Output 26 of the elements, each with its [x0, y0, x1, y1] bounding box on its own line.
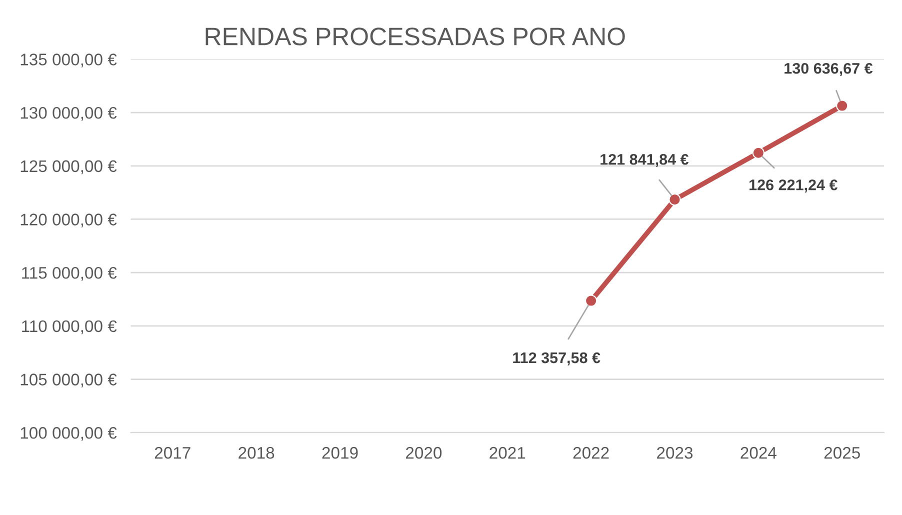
y-tick-label: 115 000,00 € — [22, 266, 117, 281]
x-tick-label: 2022 — [573, 446, 609, 459]
data-label: 126 221,24 € — [750, 179, 838, 193]
point — [584, 294, 598, 307]
y-tick-label: 120 000,00 € — [20, 214, 117, 228]
y-tick-label: 105 000,00 € — [20, 374, 117, 388]
chart-title: RENDAS PROCESSADAS POR ANO — [206, 28, 625, 46]
point — [668, 194, 681, 206]
x-tick-label: 2025 — [824, 446, 860, 459]
data-label: 112 357,58 € — [513, 352, 600, 366]
point — [752, 146, 765, 159]
data-label: 121 841,84 € — [600, 154, 689, 168]
x-tick-label: 2018 — [238, 446, 274, 459]
x-tick-label: 2023 — [657, 446, 693, 459]
y-tick-label: 130 000,00 € — [20, 106, 117, 121]
y-tick-label: 125 000,00 € — [20, 160, 117, 174]
data-label: 130 636,67 € — [784, 62, 873, 76]
x-tick-label: 2017 — [154, 446, 190, 459]
y-tick-label: 100 000,00 € — [20, 427, 117, 441]
x-tick-label: 2024 — [740, 446, 776, 459]
y-tick-label: 110 000,00 € — [22, 320, 117, 334]
x-tick-label: 2021 — [490, 446, 526, 459]
x-tick-label: 2019 — [322, 446, 358, 459]
point — [836, 100, 848, 112]
y-tick-label: 135 000,00 € — [20, 54, 117, 68]
x-tick-label: 2020 — [406, 446, 442, 459]
